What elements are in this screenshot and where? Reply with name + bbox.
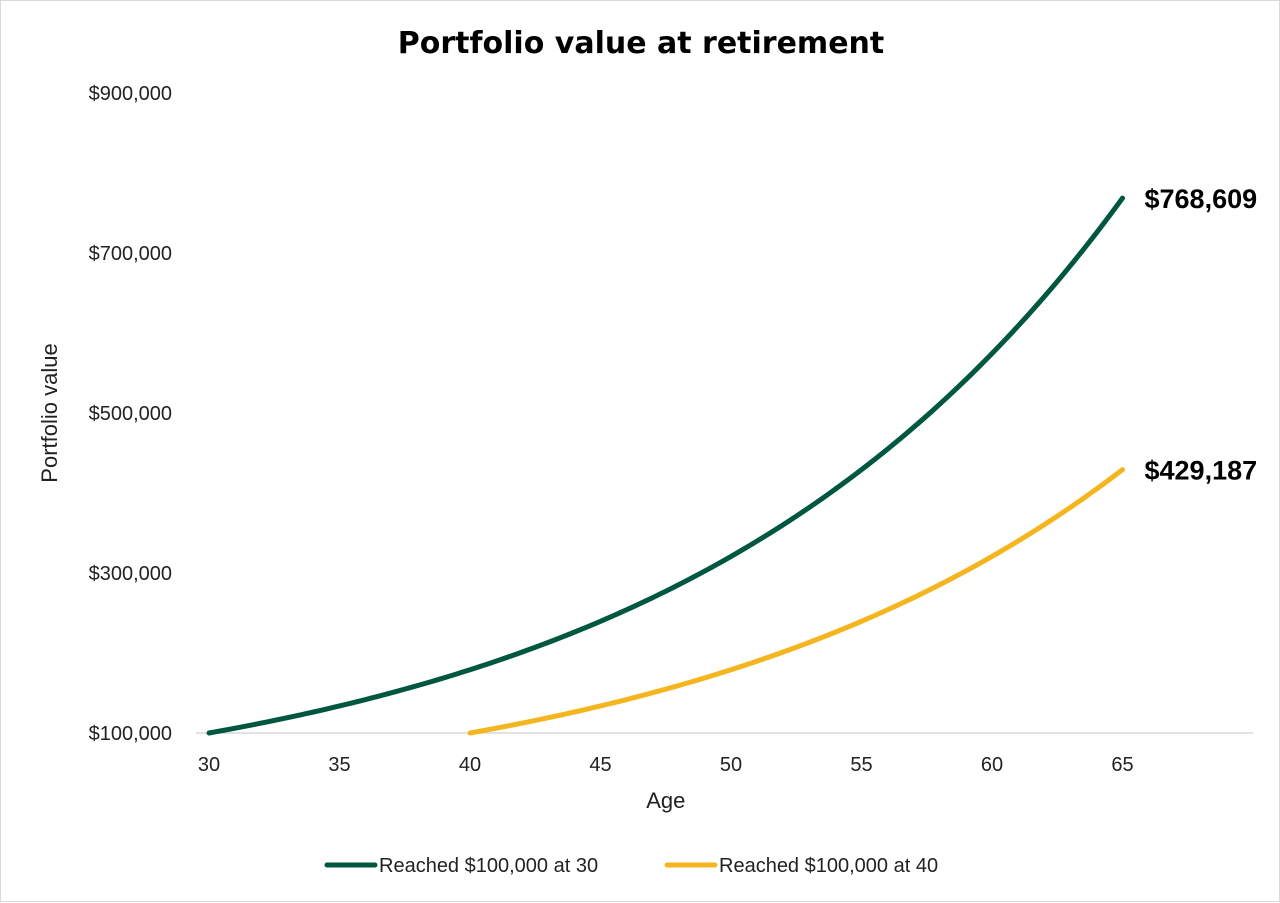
legend-label: Reached $100,000 at 40	[719, 855, 938, 877]
x-tick-label: 35	[328, 754, 350, 776]
x-tick-label: 50	[720, 754, 742, 776]
legend: Reached $100,000 at 30 Reached $100,000 a…	[324, 855, 938, 877]
series-line-1	[206, 195, 1126, 736]
x-axis-ticks: 30 35 40 45 50 55 60 65	[198, 754, 1134, 776]
x-tick-label: 30	[198, 754, 220, 776]
y-tick-label: $100,000	[89, 723, 172, 745]
y-tick-label: $500,000	[89, 403, 172, 425]
chart-title: Portfolio value at retirement	[398, 26, 885, 61]
end-value-label: $768,609	[1145, 184, 1258, 214]
x-tick-label: 40	[459, 754, 481, 776]
end-value-labels: $768,609 $429,187	[1145, 184, 1258, 486]
end-value-label: $429,187	[1145, 456, 1258, 486]
x-tick-label: 55	[850, 754, 872, 776]
y-tick-label: $900,000	[89, 83, 172, 105]
y-axis-label: Portfolio value	[37, 343, 62, 482]
x-tick-label: 60	[981, 754, 1003, 776]
legend-label: Reached $100,000 at 30	[379, 855, 598, 877]
x-axis-label: Age	[646, 788, 685, 813]
series-line-2	[467, 467, 1126, 736]
x-tick-label: 65	[1111, 754, 1133, 776]
x-tick-label: 45	[589, 754, 611, 776]
y-tick-label: $700,000	[89, 243, 172, 265]
series-lines	[206, 195, 1126, 736]
y-tick-label: $300,000	[89, 563, 172, 585]
y-axis-ticks: $100,000 $300,000 $500,000 $700,000 $900,000	[89, 83, 172, 745]
